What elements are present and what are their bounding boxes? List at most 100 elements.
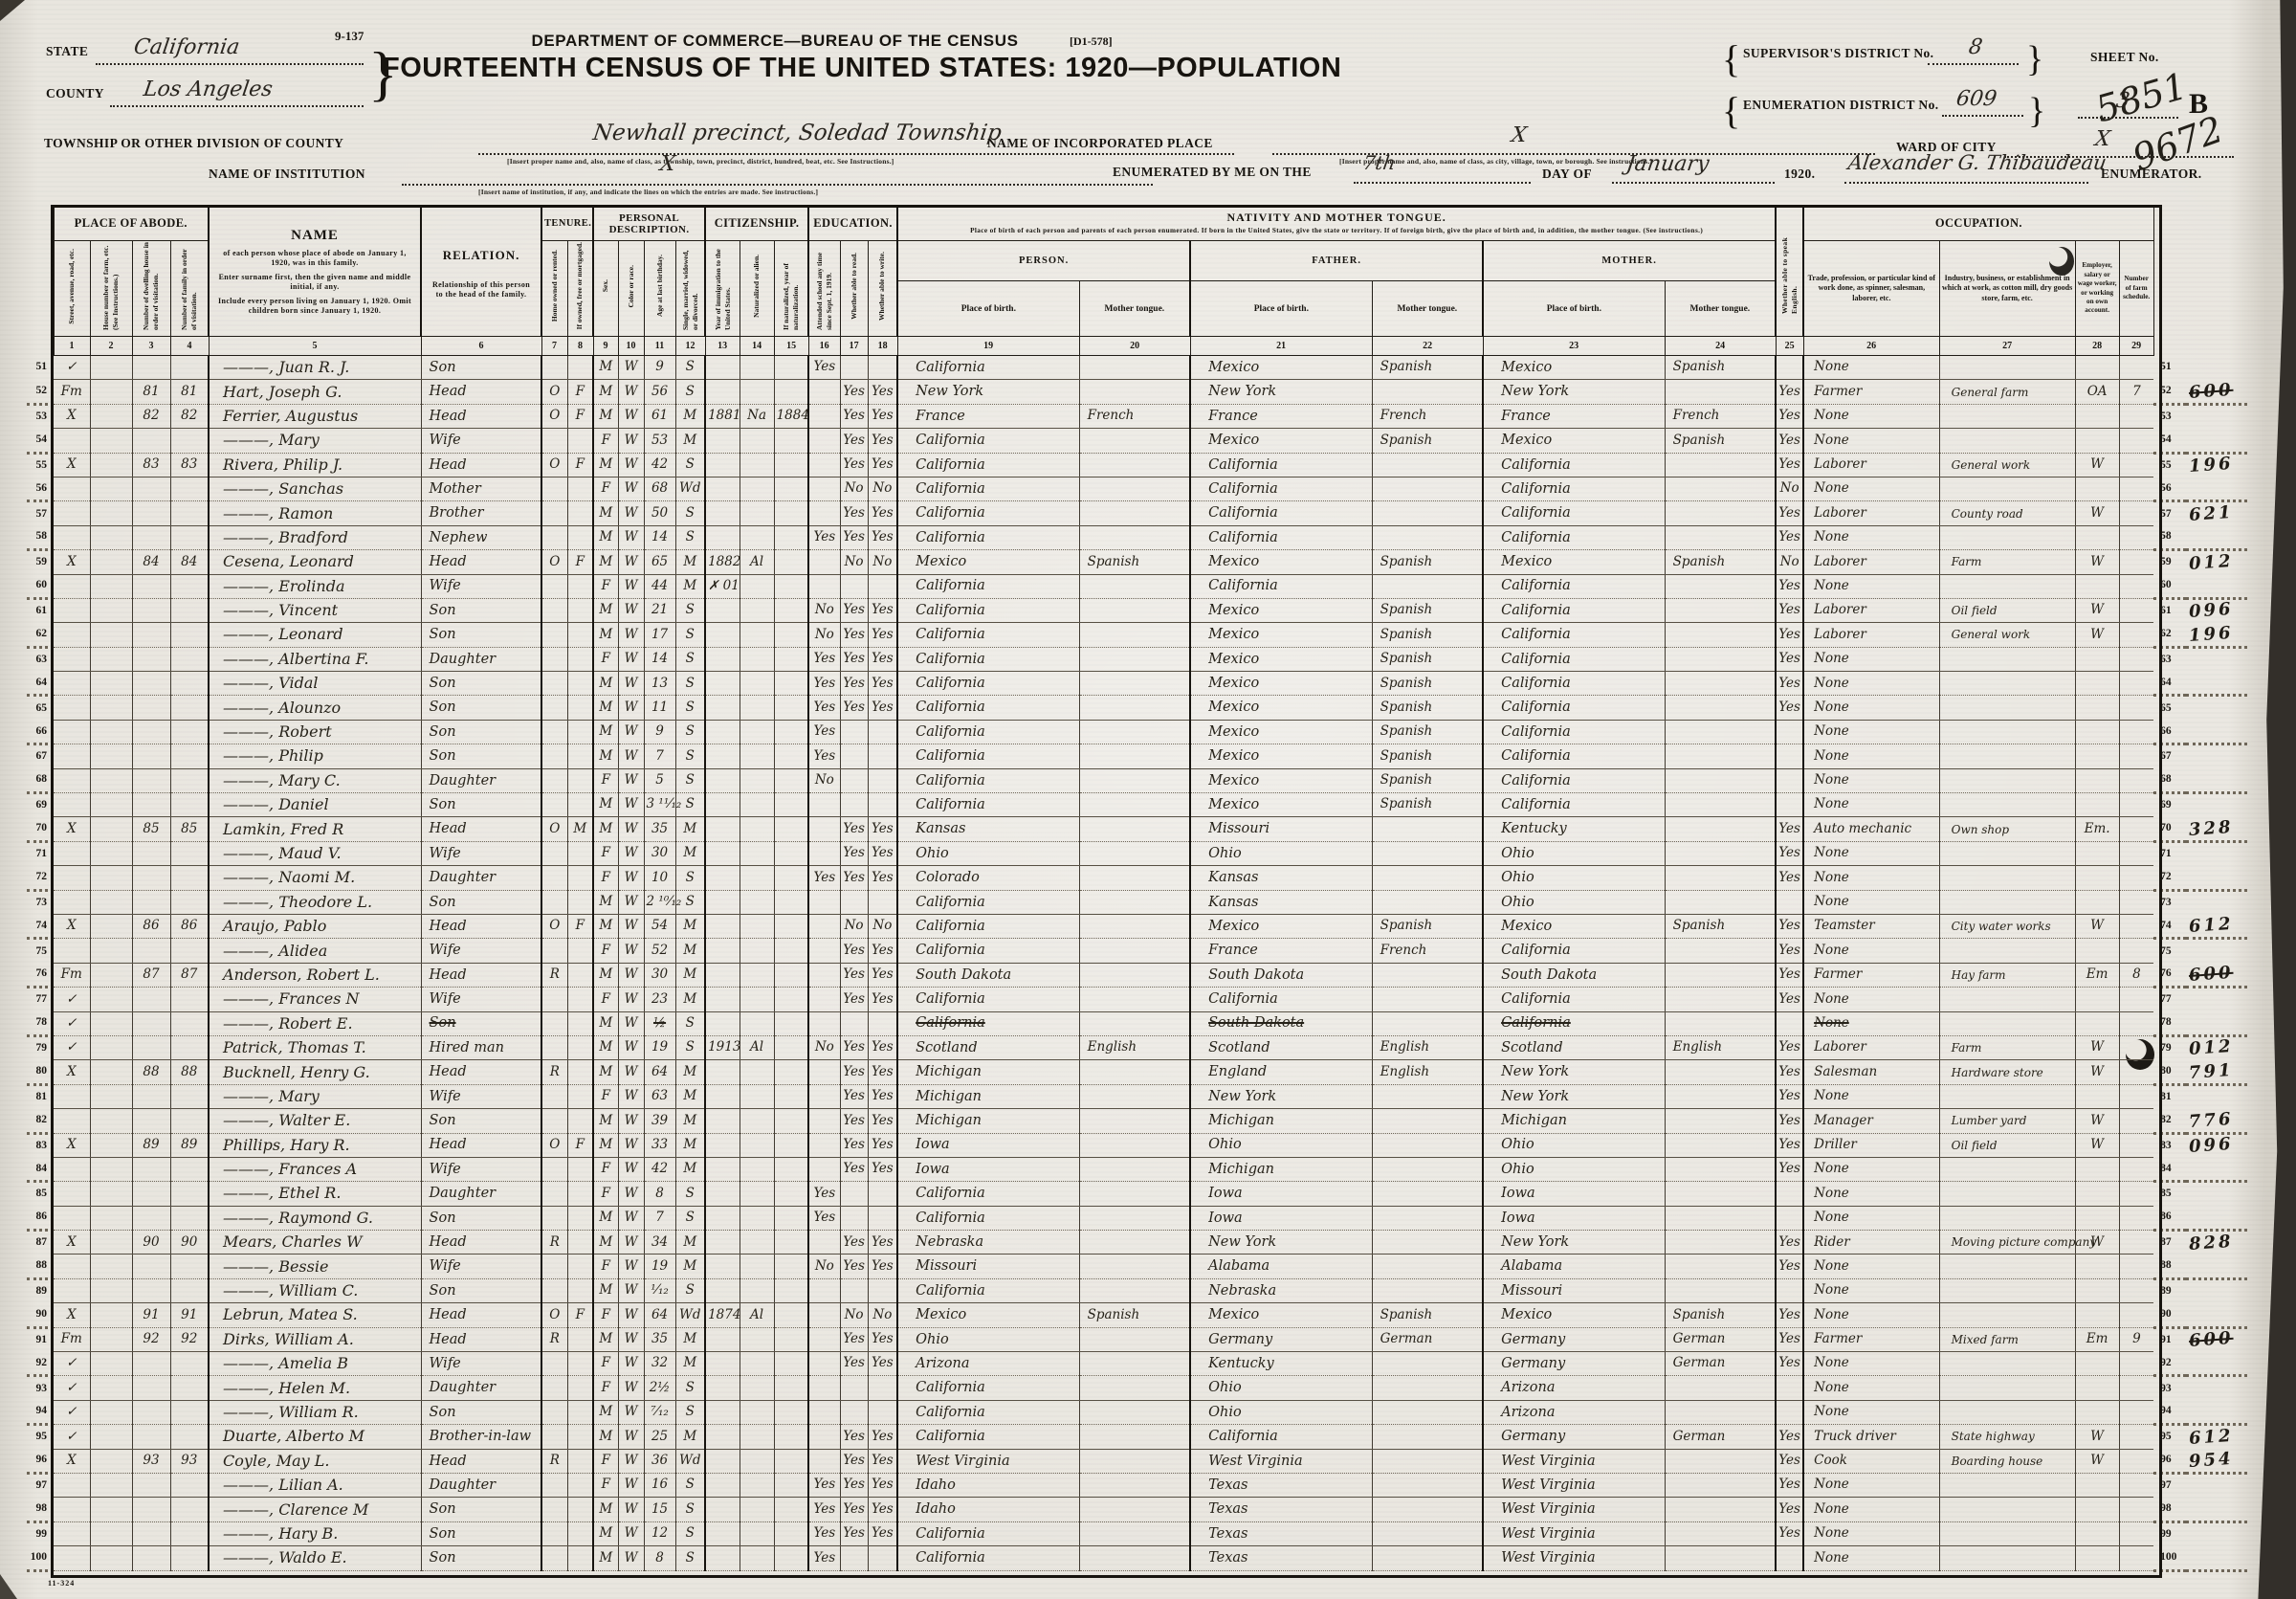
cell-mother-tongue (1078, 720, 1191, 745)
cell-mother-tongue (1078, 500, 1191, 526)
cell-street: ✓ (54, 355, 90, 381)
cell-immigration-year (704, 1545, 740, 1571)
cell-mother-tongue (1078, 428, 1191, 454)
census-row: 63 ———, Albertina F. Daughter F W 14 S Yes Yes Ye… (27, 647, 2247, 673)
cell-naturalization-year (773, 1181, 809, 1207)
cell-free-or-mortgaged (566, 1351, 594, 1377)
cell-able-to-write: Yes (867, 1084, 898, 1110)
cell-occupation-trade: Auto mechanic (1802, 816, 1940, 842)
cell-mother-mother-tongue (1664, 1181, 1777, 1207)
cell-sex: M (592, 890, 619, 915)
cell-occupation-trade: Laborer (1802, 500, 1940, 526)
census-row: 90 X 91 91 Lebrun, Matea S. Head O F F W 64 Wd 1874 A… (27, 1300, 2248, 1330)
cell-mother-tongue (1078, 622, 1191, 648)
cell-attended-school (807, 1424, 841, 1450)
cell-relation: Hired man (420, 1035, 542, 1061)
cell-mother-mother-tongue: Spanish (1664, 914, 1777, 940)
cell-age: 23 (643, 987, 676, 1012)
census-row: 54 ———, Mary Wife F W 53 M Yes Yes California Mexi… (27, 426, 2248, 455)
cell-able-to-read: Yes (839, 647, 869, 673)
cell-place-of-birth: Scotland (896, 1035, 1080, 1061)
cell-attended-school: Yes (807, 865, 841, 891)
cell-marital-status: S (674, 744, 706, 769)
cell-employment-class (2074, 1157, 2120, 1183)
cell-occupation-trade: None (1802, 477, 1940, 502)
cell-race: W (617, 938, 645, 964)
cell-place-of-birth: California (896, 574, 1080, 599)
cell-father-mother-tongue (1371, 1157, 1484, 1183)
cell-naturalized (739, 355, 775, 381)
cell-relation: Son (420, 1206, 542, 1232)
cell-mother-tongue (1078, 1351, 1191, 1377)
cell-street (54, 1278, 90, 1304)
cell-father-place-of-birth: Texas (1189, 1521, 1373, 1547)
cell-occupation-industry (1938, 428, 2076, 454)
cell-speaks-english: Yes (1775, 865, 1804, 891)
cell-able-to-write (867, 720, 898, 745)
cell-relation: Head (420, 816, 542, 842)
census-row: 53 X 82 82 Ferrier, Augustus Head O F M W 61 M 1881 N… (27, 404, 2247, 430)
cell-free-or-mortgaged (566, 768, 594, 794)
cell-mother-tongue (1078, 1545, 1191, 1571)
cell-father-place-of-birth: Mexico (1189, 622, 1373, 648)
brace: } (2026, 39, 2044, 79)
census-row: 89 ———, William C. Son M W ¹⁄₁₂ S California Neb… (27, 1278, 2247, 1304)
cell-free-or-mortgaged (566, 987, 594, 1012)
cell-attended-school: Yes (807, 695, 841, 721)
cell-immigration-year (704, 671, 740, 697)
cell-relation: Head (420, 453, 542, 477)
cell-occupation-trade: None (1802, 428, 1940, 454)
cell-mother-place-of-birth: Arizona (1482, 1375, 1666, 1401)
cell-relation: Son (420, 622, 542, 648)
cell-race: W (617, 1108, 645, 1134)
cell-person-name: ———, Mary C. (208, 768, 422, 794)
cell-occupation-industry (1938, 768, 2076, 794)
cell-immigration-year (704, 1521, 740, 1547)
cell-mother-mother-tongue (1664, 1375, 1777, 1401)
cell-house-number (89, 525, 132, 551)
line-number: 72 (2153, 865, 2187, 892)
cell-race: W (617, 963, 645, 988)
cell-able-to-read: No (839, 1302, 869, 1328)
census-row: 73 ———, Theodore L. Son M W 2 ¹⁰⁄₁₂ S Californi… (27, 890, 2247, 915)
supervisor-district-value: 8 (1967, 35, 1984, 59)
cell-place-of-birth: Arizona (896, 1351, 1080, 1377)
line-number: 91 (2160, 1333, 2172, 1345)
cell-mother-place-of-birth: Kentucky (1482, 816, 1666, 842)
cell-race: W (617, 404, 645, 430)
cell-place-of-birth: California (896, 1011, 1080, 1036)
cell-naturalized (739, 622, 775, 648)
cell-attended-school: Yes (807, 1497, 841, 1522)
cell-mother-mother-tongue (1664, 647, 1777, 673)
line-number: 100 (27, 1545, 54, 1572)
cell-father-place-of-birth: Germany (1189, 1327, 1373, 1353)
cell-marital-status: M (674, 987, 706, 1012)
table-body: 51 ✓ ———, Juan R. J. Son M W 9 S Yes California Me… (27, 355, 2248, 1573)
cell-home-owned (541, 1254, 568, 1279)
cell-employment-class (2074, 841, 2120, 867)
cell-father-mother-tongue: Spanish (1371, 914, 1484, 940)
cell-mother-place-of-birth: Ohio (1482, 841, 1666, 867)
cell-person-name: Mears, Charles W (208, 1230, 422, 1255)
cell-mother-mother-tongue (1664, 453, 1777, 477)
cell-person-name: ———, Leonard (208, 622, 422, 648)
line-number: 80 (2153, 1059, 2187, 1086)
cell-speaks-english (1775, 1278, 1804, 1304)
cell-occupation-trade: Laborer (1802, 453, 1940, 477)
cell-farm-schedule (2118, 647, 2154, 673)
cell-family-number: 92 (169, 1327, 210, 1353)
cell-marital-status: S (674, 1011, 706, 1036)
cell-place-of-birth: California (896, 720, 1080, 745)
cell-home-owned (541, 1011, 568, 1036)
cell-mother-place-of-birth: New York (1482, 1230, 1666, 1255)
cell-father-place-of-birth: Mexico (1189, 914, 1373, 940)
census-row: 81 ———, Mary Wife F W 63 M Yes Yes Michigan New Yo… (27, 1084, 2247, 1110)
cell-marital-status: S (674, 1473, 706, 1499)
cell-mother-place-of-birth: Iowa (1482, 1181, 1666, 1207)
cell-mother-place-of-birth: California (1482, 987, 1666, 1012)
cell-mother-place-of-birth: Mexico (1482, 1302, 1666, 1328)
cell-occupation-trade: None (1802, 890, 1940, 915)
cell-mother-place-of-birth: West Virginia (1482, 1449, 1666, 1474)
cell-home-owned (541, 1473, 568, 1499)
cell-relation: Son (420, 792, 542, 818)
